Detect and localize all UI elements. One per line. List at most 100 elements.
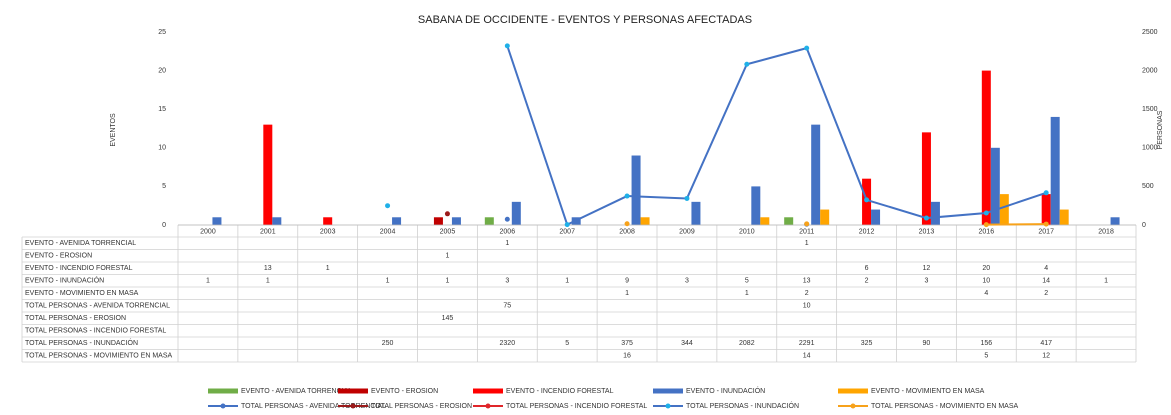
x-tick-label: 2006 (500, 228, 516, 235)
x-tick-label: 2011 (799, 228, 814, 235)
chart-title: SABANA DE OCCIDENTE - EVENTOS Y PERSONAS… (418, 14, 752, 26)
bar (212, 217, 222, 225)
table-cell: 13 (803, 278, 811, 285)
y-axis-label: EVENTOS (110, 113, 117, 147)
line-marker (385, 203, 391, 209)
y2-tick-label: 0 (1142, 222, 1146, 229)
legend-swatch (473, 388, 503, 394)
legend-swatch (485, 403, 491, 409)
legend-swatch (208, 388, 238, 394)
bar (323, 217, 333, 225)
y-tick-label: 15 (158, 106, 166, 113)
table-cell: 3 (685, 278, 689, 285)
table-cell: 13 (264, 265, 272, 272)
bar (1041, 194, 1051, 225)
table-cell: 14 (803, 353, 811, 360)
bar (1050, 116, 1060, 225)
bar (999, 194, 1009, 225)
table-row-label: EVENTO - EROSION (25, 253, 92, 260)
x-tick-label: 2001 (260, 228, 276, 235)
table-cell: 375 (621, 340, 633, 347)
table-cell: 1 (206, 278, 210, 285)
bar (392, 217, 402, 225)
line-marker (804, 45, 810, 51)
line-marker (923, 215, 929, 221)
bar (433, 217, 443, 225)
line-marker (564, 222, 570, 228)
line-marker (864, 197, 870, 203)
line-marker (684, 195, 690, 201)
bar (691, 201, 701, 225)
table-cell: 2082 (739, 340, 755, 347)
table-cell: 344 (681, 340, 693, 347)
table-cell: 1 (565, 278, 569, 285)
y2-tick-label: 2500 (1142, 29, 1158, 36)
legend-swatch (653, 388, 683, 394)
x-tick-label: 2013 (919, 228, 935, 235)
table-row-label: TOTAL PERSONAS - EROSION (25, 315, 126, 322)
table-cell: 1 (386, 278, 390, 285)
line-marker (624, 221, 630, 227)
table-cell: 1 (445, 253, 449, 260)
bar (1110, 217, 1120, 225)
bar (760, 217, 770, 225)
table-cell: 2 (1044, 290, 1048, 297)
line-marker (504, 216, 510, 222)
table-cell: 1 (1104, 278, 1108, 285)
y-tick-label: 5 (162, 183, 166, 190)
table-cell: 6 (865, 265, 869, 272)
table-cell: 1 (505, 240, 509, 247)
legend-swatch (220, 403, 226, 409)
bar (930, 201, 940, 225)
bar (640, 217, 650, 225)
table-cell: 5 (565, 340, 569, 347)
bar (451, 217, 461, 225)
table-row-label: EVENTO - MOVIMIENTO EN MASA (25, 290, 139, 297)
bar (784, 217, 794, 225)
table-cell: 14 (1042, 278, 1050, 285)
line-marker (744, 61, 750, 67)
table-cell: 20 (982, 265, 990, 272)
table-cell: 16 (623, 353, 631, 360)
legend-label: EVENTO - INUNDACIÓN (686, 386, 765, 395)
line-marker (444, 211, 450, 217)
legend-swatch (338, 388, 368, 394)
bar (990, 147, 1000, 225)
bar (263, 124, 273, 225)
table-row-label: EVENTO - INCENDIO FORESTAL (25, 265, 133, 272)
x-tick-label: 2007 (559, 228, 575, 235)
legend-label: EVENTO - MOVIMIENTO EN MASA (871, 388, 985, 395)
y2-tick-label: 2000 (1142, 67, 1158, 74)
legend-swatch (350, 403, 356, 409)
table-cell: 325 (861, 340, 873, 347)
table-cell: 3 (505, 278, 509, 285)
table-cell: 1 (805, 240, 809, 247)
legend-label: TOTAL PERSONAS - MOVIMIENTO EN MASA (871, 403, 1018, 410)
legend-label: TOTAL PERSONAS - AVENIDA TORRENCIAL (241, 403, 386, 410)
legend-swatch (850, 403, 856, 409)
x-tick-label: 2018 (1098, 228, 1114, 235)
table-row-label: TOTAL PERSONAS - AVENIDA TORRENCIAL (25, 303, 170, 310)
bar (272, 217, 282, 225)
x-tick-label: 2010 (739, 228, 755, 235)
table-cell: 2320 (500, 340, 516, 347)
line-marker (983, 222, 989, 228)
table-cell: 75 (503, 303, 511, 310)
y2-tick-label: 1500 (1142, 106, 1158, 113)
bar (631, 155, 641, 225)
y2-axis-label: PERSONAS (1157, 110, 1164, 149)
table-cell: 156 (980, 340, 992, 347)
legend-label: TOTAL PERSONAS - INUNDACIÓN (686, 401, 799, 410)
legend-label: EVENTO - INCENDIO FORESTAL (506, 388, 614, 395)
x-tick-label: 2016 (979, 228, 995, 235)
x-tick-label: 2003 (320, 228, 336, 235)
legend-label: TOTAL PERSONAS - INCENDIO FORESTAL (506, 403, 647, 410)
table-cell: 10 (982, 278, 990, 285)
table-cell: 1 (625, 290, 629, 297)
table-cell: 12 (1042, 353, 1050, 360)
bar (1059, 209, 1069, 225)
table-row-label: EVENTO - INUNDACIÓN (25, 276, 104, 285)
y2-tick-label: 1000 (1142, 145, 1158, 152)
line-marker (624, 193, 630, 199)
x-tick-label: 2005 (440, 228, 456, 235)
